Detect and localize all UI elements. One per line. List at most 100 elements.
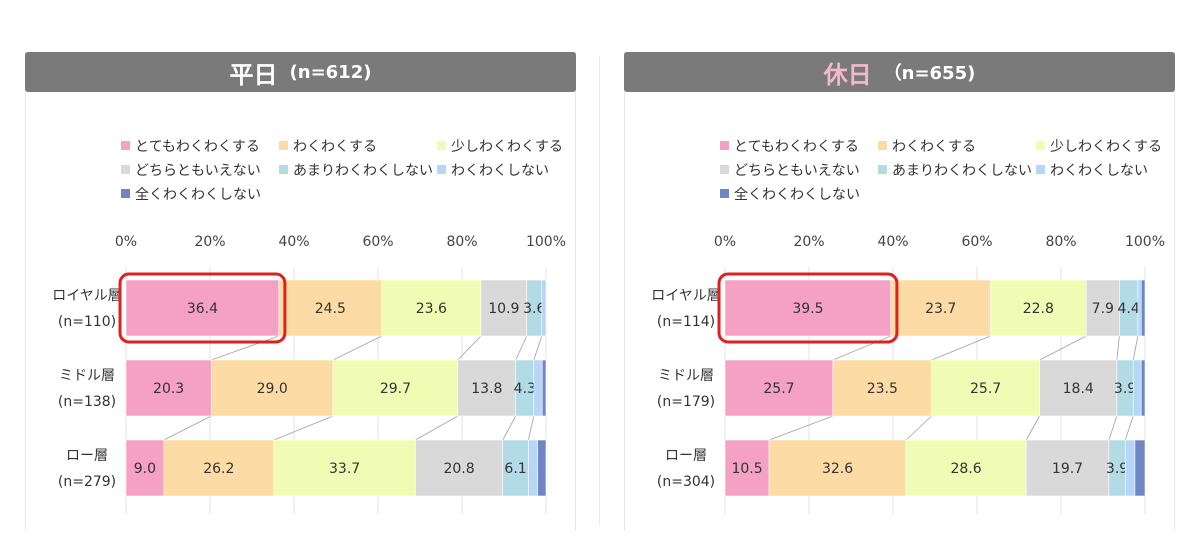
legend-label: あまりわくわくしない: [293, 163, 433, 179]
legend-label: どちらともいえない: [135, 163, 261, 179]
data-label: 20.3: [153, 381, 184, 397]
data-label: 9.0: [134, 461, 156, 477]
x-tick-label: 60%: [362, 234, 393, 250]
data-label: 23.5: [867, 381, 898, 397]
bar-segment: [332, 359, 459, 417]
category-label: ロー層: [665, 448, 707, 464]
data-label: 10.5: [731, 461, 762, 477]
connector-line: [527, 415, 535, 441]
connector-line: [502, 415, 517, 441]
bar-segment: [125, 439, 165, 497]
bar-segment: [210, 359, 334, 417]
category-label: ミドル層: [59, 368, 115, 384]
x-tick-label: 20%: [793, 234, 824, 250]
legend-item: わくわくする: [878, 136, 976, 156]
legend-swatch: [1036, 141, 1045, 150]
connector-line: [211, 335, 280, 361]
data-label: 23.6: [416, 301, 447, 317]
legend: とてもわくわくする わくわくする 少しわくわくする どちらともいえない あまりわ…: [121, 136, 571, 206]
panel-frame: [624, 52, 1175, 531]
bar-segment: [163, 439, 275, 497]
bar-segment: [528, 439, 538, 497]
data-label: 3.9: [1106, 461, 1128, 477]
legend-item: あまりわくわくしない: [279, 160, 433, 180]
category-label: ロイヤル層: [651, 288, 721, 304]
connector-line: [515, 335, 528, 361]
x-tick-label: 100%: [1125, 234, 1165, 250]
stacked-bar-chart: 0% 20% 40% 60% 80% 100% 36.4 24.5 23.6 10.9 3.6 ロイヤ…: [52, 234, 566, 514]
bar-segment: [990, 279, 1087, 337]
legend-item: わくわくしない: [1036, 160, 1148, 180]
stacked-bar-chart: 0% 20% 40% 60% 80% 100% 39.5 23.7 22.8 7.9 4.4 ロイヤル…: [651, 234, 1165, 514]
legend-item: どちらともいえない: [720, 160, 860, 180]
legend-swatch: [279, 165, 288, 174]
bar-segment: [125, 279, 280, 337]
connector-line: [1132, 335, 1139, 361]
category-label: ロー層: [66, 448, 108, 464]
data-label: 23.7: [925, 301, 956, 317]
legend-swatch: [720, 189, 729, 198]
data-label: 29.7: [380, 381, 411, 397]
bar-segment: [1134, 439, 1146, 497]
connector-line: [457, 335, 482, 361]
data-label: 22.8: [1023, 301, 1054, 317]
panel-subtitle: （n=655): [883, 63, 976, 84]
legend-label: わくわくする: [892, 139, 976, 155]
highlight-box: [717, 272, 899, 344]
category-label: ミドル層: [658, 368, 714, 384]
connector-line: [1108, 415, 1118, 441]
panel-title: 平日: [229, 60, 278, 89]
bar-segment: [541, 359, 547, 417]
legend-item: どちらともいえない: [121, 160, 261, 180]
highlight-box: [118, 272, 287, 344]
legend-swatch: [437, 165, 446, 174]
legend-swatch: [1036, 165, 1045, 174]
data-label: 39.5: [792, 301, 823, 317]
data-label: 18.4: [1063, 381, 1094, 397]
panel-holiday: 休日 （n=655) とてもわくわくする わくわくする 少しわくわくする どちら…: [624, 52, 1176, 532]
legend-item: 全くわくわくしない: [720, 184, 860, 204]
panel-subtitle: (n=612): [289, 61, 372, 83]
data-label: 4.4: [1117, 301, 1139, 317]
bar-segment: [381, 279, 482, 337]
data-label: 10.9: [488, 301, 519, 317]
bar-segment: [125, 359, 212, 417]
legend-swatch: [121, 189, 130, 198]
legend-swatch: [121, 141, 130, 150]
data-label: 29.0: [257, 381, 288, 397]
legend-swatch: [720, 141, 729, 150]
category-n-label: (n=114): [657, 314, 715, 330]
x-tick-label: 80%: [446, 234, 477, 250]
category-n-label: (n=304): [657, 474, 715, 490]
data-label: 25.7: [970, 381, 1001, 397]
bar-segment: [832, 359, 932, 417]
category-n-label: (n=179): [657, 394, 715, 410]
x-tick-label: 0%: [115, 234, 137, 250]
x-tick-label: 20%: [194, 234, 225, 250]
bar-segment: [724, 279, 892, 337]
data-label: 7.9: [1092, 301, 1114, 317]
legend-item: わくわくする: [279, 136, 377, 156]
x-tick-label: 40%: [877, 234, 908, 250]
category-label: ロイヤル層: [52, 288, 122, 304]
data-label: 3.6: [523, 301, 545, 317]
legend-label: 全くわくわくしない: [135, 187, 261, 203]
legend-swatch: [437, 141, 446, 150]
panel-frame: [25, 52, 576, 531]
x-tick-label: 40%: [278, 234, 309, 250]
legend-label: あまりわくわくしない: [892, 163, 1032, 179]
data-label: 13.8: [471, 381, 502, 397]
legend-label: とてもわくわくする: [734, 139, 859, 155]
connector-line: [273, 415, 334, 441]
bar-segment: [1132, 359, 1142, 417]
connector-line: [1039, 335, 1087, 361]
bar-segment: [502, 439, 529, 497]
bar-segment: [724, 439, 770, 497]
data-label: 4.3: [514, 381, 536, 397]
legend-swatch: [878, 141, 887, 150]
connector-line: [332, 335, 382, 361]
legend-label: わくわくしない: [451, 163, 549, 179]
bar-segment: [537, 439, 547, 497]
legend-label: わくわくしない: [1050, 163, 1148, 179]
bar-segment: [415, 439, 504, 497]
